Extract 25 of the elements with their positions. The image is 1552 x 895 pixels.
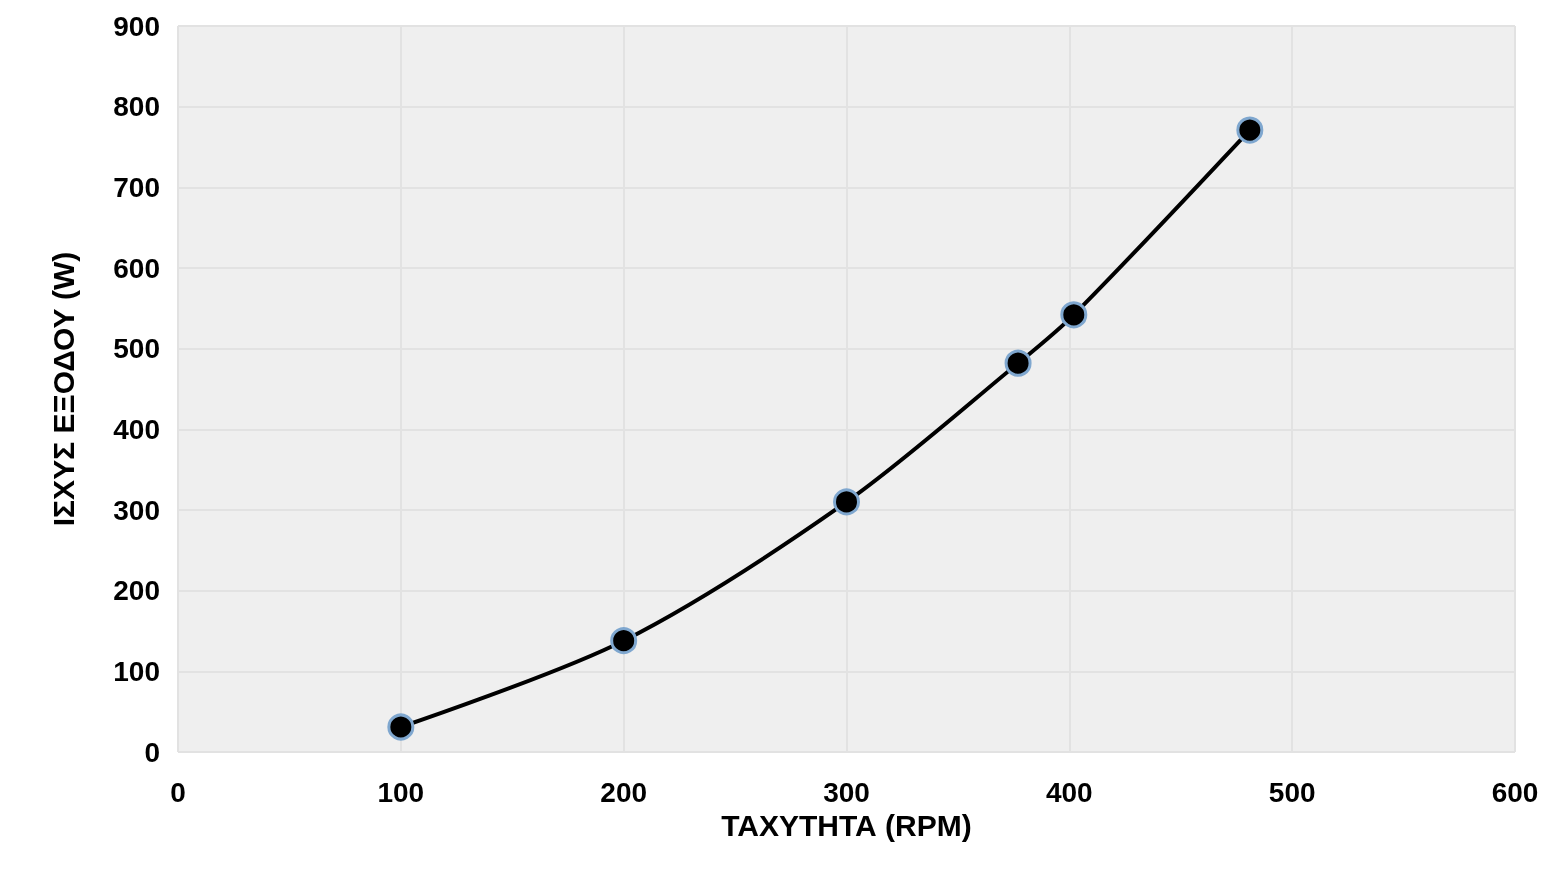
y-tick-label: 400 [113, 413, 160, 445]
point [833, 488, 860, 516]
y-tick-label: 200 [113, 575, 160, 607]
x-tick-label: 600 [1491, 776, 1539, 808]
x-tick-label: 0 [170, 776, 186, 808]
point [1060, 301, 1088, 329]
x-tick-label: 500 [1268, 776, 1316, 808]
point [387, 713, 415, 741]
y-axis-title: ΙΣΧΥΣ ΕΞΟΔΟΥ (W) [46, 251, 80, 527]
x-tick-label: 400 [1045, 776, 1093, 808]
point [610, 627, 638, 655]
y-tick-label: 0 [144, 736, 160, 768]
y-tick-label: 800 [113, 91, 160, 123]
point [1004, 349, 1032, 377]
y-tick-label: 100 [113, 655, 160, 687]
y-tick-label: 900 [113, 10, 160, 42]
x-tick-label: 300 [823, 776, 870, 808]
y-tick-label: 700 [113, 171, 160, 203]
x-tick-label: 200 [600, 776, 648, 808]
y-tick-label: 600 [113, 252, 160, 284]
point [1236, 116, 1264, 144]
x-axis-title: ΤΑΧΥΤΗΤΑ (RPM) [721, 809, 972, 843]
y-tick-label: 300 [113, 494, 160, 526]
y-tick-label: 500 [113, 333, 160, 365]
x-tick-label: 100 [377, 776, 425, 808]
